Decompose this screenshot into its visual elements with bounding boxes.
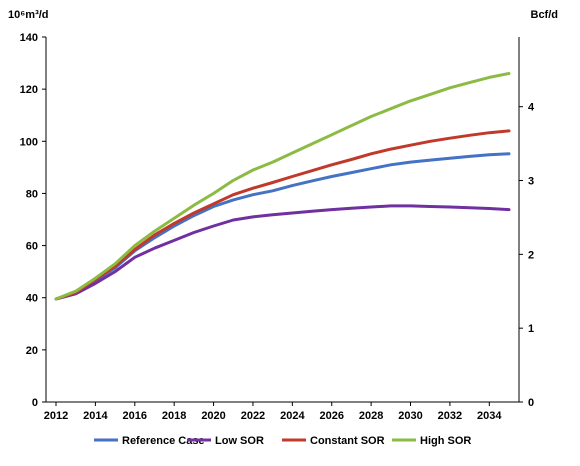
x-tick-label: 2032 <box>438 410 462 422</box>
series-line-low-sor <box>54 204 511 301</box>
legend-label-high-sor: High SOR <box>420 435 471 447</box>
right-axis-unit-label: Bcf/d <box>531 9 559 21</box>
y2-tick-label: 3 <box>528 176 534 188</box>
x-tick-label: 2022 <box>241 410 265 422</box>
y2-tick-label: 1 <box>528 323 534 335</box>
series-line-constant-sor <box>54 129 511 301</box>
x-tick-label: 2012 <box>44 410 68 422</box>
y-tick-label: 60 <box>26 241 38 253</box>
y-tick-label: 20 <box>26 345 38 357</box>
legend-label-constant-sor: Constant SOR <box>310 435 385 447</box>
y2-tick-label: 4 <box>528 102 535 114</box>
legend-label-reference-case: Reference Case <box>122 435 205 447</box>
y-tick-label: 120 <box>20 84 38 96</box>
series-line-high-sor <box>54 72 511 301</box>
x-tick-label: 2020 <box>201 410 225 422</box>
x-tick-label: 2028 <box>359 410 383 422</box>
series-layer <box>54 72 511 301</box>
axes-layer: 0 20 40 60 80 100 120 140 0 1 2 3 4 2012 2014 2016 2018 2… <box>20 32 535 422</box>
y2-tick-label: 2 <box>528 249 534 261</box>
x-tick-label: 2026 <box>319 410 343 422</box>
y-tick-label: 80 <box>26 188 38 200</box>
y-tick-label: 40 <box>26 293 38 305</box>
x-tick-label: 2034 <box>477 410 502 422</box>
y-tick-label: 0 <box>32 397 38 409</box>
legend: Reference Case Low SOR Constant SOR High SO… <box>94 435 471 447</box>
y-tick-label: 100 <box>20 136 38 148</box>
x-tick-label: 2018 <box>162 410 186 422</box>
x-tick-label: 2016 <box>123 410 147 422</box>
x-tick-label: 2030 <box>398 410 422 422</box>
series-line-reference-case <box>54 152 511 301</box>
x-tick-label: 2014 <box>83 410 108 422</box>
legend-label-low-sor: Low SOR <box>215 435 264 447</box>
y2-tick-label: 0 <box>528 397 534 409</box>
left-axis-unit-label: 10⁶m³/d <box>8 9 49 21</box>
y-tick-label: 140 <box>20 32 38 44</box>
x-tick-label: 2024 <box>280 410 305 422</box>
